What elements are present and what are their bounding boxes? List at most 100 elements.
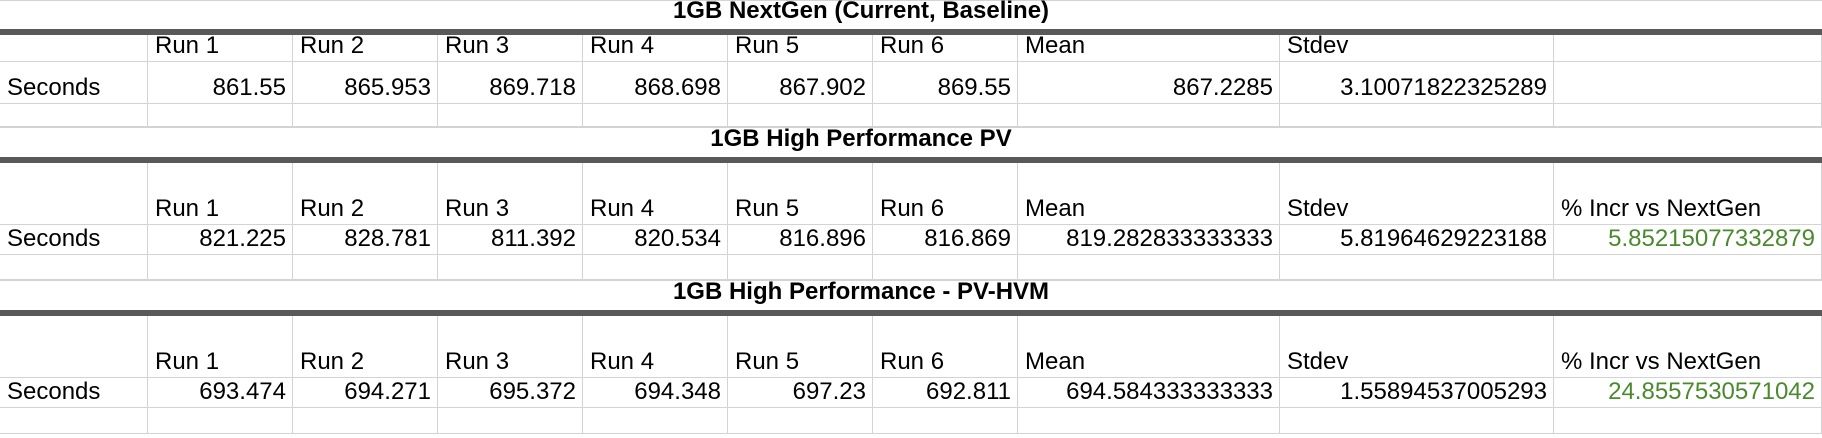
- header-cell[interactable]: Run 5: [728, 316, 873, 378]
- empty-cell[interactable]: [583, 408, 728, 434]
- header-cell[interactable]: Mean: [1018, 316, 1280, 378]
- empty-cell[interactable]: [1018, 104, 1280, 127]
- empty-cell[interactable]: [1554, 408, 1822, 434]
- value-cell[interactable]: 820.534: [583, 225, 728, 255]
- empty-cell[interactable]: [148, 408, 293, 434]
- empty-cell[interactable]: [873, 255, 1018, 280]
- header-cell[interactable]: Mean: [1018, 163, 1280, 225]
- empty-cell[interactable]: [148, 255, 293, 280]
- value-cell[interactable]: 869.55: [873, 62, 1018, 104]
- empty-row[interactable]: [0, 255, 1822, 280]
- header-row[interactable]: Run 1 Run 2 Run 3 Run 4 Run 5 Run 6 Mean…: [0, 316, 1822, 378]
- value-cell[interactable]: 692.811: [873, 378, 1018, 408]
- header-cell[interactable]: [0, 163, 148, 225]
- header-cell[interactable]: Stdev: [1280, 35, 1554, 62]
- empty-cell[interactable]: [873, 408, 1018, 434]
- header-cell[interactable]: Stdev: [1280, 316, 1554, 378]
- value-cell[interactable]: 816.896: [728, 225, 873, 255]
- value-cell[interactable]: 869.718: [438, 62, 583, 104]
- header-cell[interactable]: Run 5: [728, 163, 873, 225]
- empty-cell[interactable]: [583, 255, 728, 280]
- header-cell[interactable]: Run 4: [583, 35, 728, 62]
- empty-cell[interactable]: [293, 408, 438, 434]
- table-title-row[interactable]: 1GB High Performance PV: [0, 125, 1822, 163]
- value-cell[interactable]: 816.869: [873, 225, 1018, 255]
- empty-cell[interactable]: [438, 255, 583, 280]
- empty-cell[interactable]: [728, 408, 873, 434]
- header-cell[interactable]: Run 2: [293, 163, 438, 225]
- stdev-cell[interactable]: 5.81964629223188: [1280, 225, 1554, 255]
- header-cell[interactable]: Run 2: [293, 35, 438, 62]
- empty-cell[interactable]: [1018, 255, 1280, 280]
- percent-cell[interactable]: [1554, 62, 1822, 104]
- value-cell[interactable]: 811.392: [438, 225, 583, 255]
- empty-cell[interactable]: [1554, 255, 1822, 280]
- header-cell[interactable]: Run 3: [438, 163, 583, 225]
- empty-cell[interactable]: [293, 255, 438, 280]
- empty-row[interactable]: [0, 104, 1822, 127]
- header-cell[interactable]: [0, 35, 148, 62]
- row-label-cell[interactable]: Seconds: [0, 378, 148, 408]
- data-row[interactable]: Seconds 693.474 694.271 695.372 694.348 …: [0, 378, 1822, 408]
- header-row[interactable]: Run 1 Run 2 Run 3 Run 4 Run 5 Run 6 Mean…: [0, 163, 1822, 225]
- empty-cell[interactable]: [728, 104, 873, 127]
- table-title-row[interactable]: 1GB High Performance - PV-HVM: [0, 278, 1822, 316]
- empty-cell[interactable]: [1280, 255, 1554, 280]
- header-cell[interactable]: Run 3: [438, 316, 583, 378]
- value-cell[interactable]: 867.902: [728, 62, 873, 104]
- empty-cell[interactable]: [583, 104, 728, 127]
- empty-cell[interactable]: [0, 408, 148, 434]
- empty-cell[interactable]: [728, 255, 873, 280]
- stdev-cell[interactable]: 3.10071822325289: [1280, 62, 1554, 104]
- header-cell[interactable]: Run 3: [438, 35, 583, 62]
- header-cell[interactable]: Run 4: [583, 163, 728, 225]
- percent-cell[interactable]: 24.8557530571042: [1554, 378, 1822, 408]
- header-cell[interactable]: [1554, 35, 1822, 62]
- header-row[interactable]: Run 1 Run 2 Run 3 Run 4 Run 5 Run 6 Mean…: [0, 35, 1822, 62]
- header-cell[interactable]: Mean: [1018, 35, 1280, 62]
- empty-cell[interactable]: [0, 104, 148, 127]
- data-row[interactable]: Seconds 821.225 828.781 811.392 820.534 …: [0, 225, 1822, 255]
- empty-cell[interactable]: [438, 104, 583, 127]
- empty-row[interactable]: [0, 408, 1822, 438]
- stdev-cell[interactable]: 1.55894537005293: [1280, 378, 1554, 408]
- header-cell[interactable]: Run 1: [148, 35, 293, 62]
- empty-cell[interactable]: [0, 255, 148, 280]
- value-cell[interactable]: 694.271: [293, 378, 438, 408]
- table-title-row[interactable]: 1GB NextGen (Current, Baseline): [0, 0, 1822, 35]
- value-cell[interactable]: 694.348: [583, 378, 728, 408]
- header-cell[interactable]: Run 1: [148, 163, 293, 225]
- percent-cell[interactable]: 5.85215077332879: [1554, 225, 1822, 255]
- header-cell[interactable]: Run 4: [583, 316, 728, 378]
- value-cell[interactable]: 821.225: [148, 225, 293, 255]
- header-cell[interactable]: Run 2: [293, 316, 438, 378]
- mean-cell[interactable]: 819.282833333333: [1018, 225, 1280, 255]
- value-cell[interactable]: 693.474: [148, 378, 293, 408]
- row-label-cell[interactable]: Seconds: [0, 62, 148, 104]
- header-cell[interactable]: Run 6: [873, 316, 1018, 378]
- empty-cell[interactable]: [1280, 408, 1554, 434]
- value-cell[interactable]: 828.781: [293, 225, 438, 255]
- empty-cell[interactable]: [1018, 408, 1280, 434]
- empty-cell[interactable]: [438, 408, 583, 434]
- mean-cell[interactable]: 867.2285: [1018, 62, 1280, 104]
- empty-cell[interactable]: [293, 104, 438, 127]
- empty-cell[interactable]: [873, 104, 1018, 127]
- header-cell[interactable]: Run 5: [728, 35, 873, 62]
- data-row[interactable]: Seconds 861.55 865.953 869.718 868.698 8…: [0, 62, 1822, 104]
- row-label-cell[interactable]: Seconds: [0, 225, 148, 255]
- empty-cell[interactable]: [1554, 104, 1822, 127]
- value-cell[interactable]: 868.698: [583, 62, 728, 104]
- header-cell[interactable]: Run 6: [873, 35, 1018, 62]
- value-cell[interactable]: 695.372: [438, 378, 583, 408]
- header-cell[interactable]: [0, 316, 148, 378]
- value-cell[interactable]: 697.23: [728, 378, 873, 408]
- empty-cell[interactable]: [1280, 104, 1554, 127]
- header-cell[interactable]: % Incr vs NextGen: [1554, 163, 1822, 225]
- mean-cell[interactable]: 694.584333333333: [1018, 378, 1280, 408]
- value-cell[interactable]: 865.953: [293, 62, 438, 104]
- header-cell[interactable]: Run 1: [148, 316, 293, 378]
- header-cell[interactable]: Run 6: [873, 163, 1018, 225]
- empty-cell[interactable]: [148, 104, 293, 127]
- header-cell[interactable]: Stdev: [1280, 163, 1554, 225]
